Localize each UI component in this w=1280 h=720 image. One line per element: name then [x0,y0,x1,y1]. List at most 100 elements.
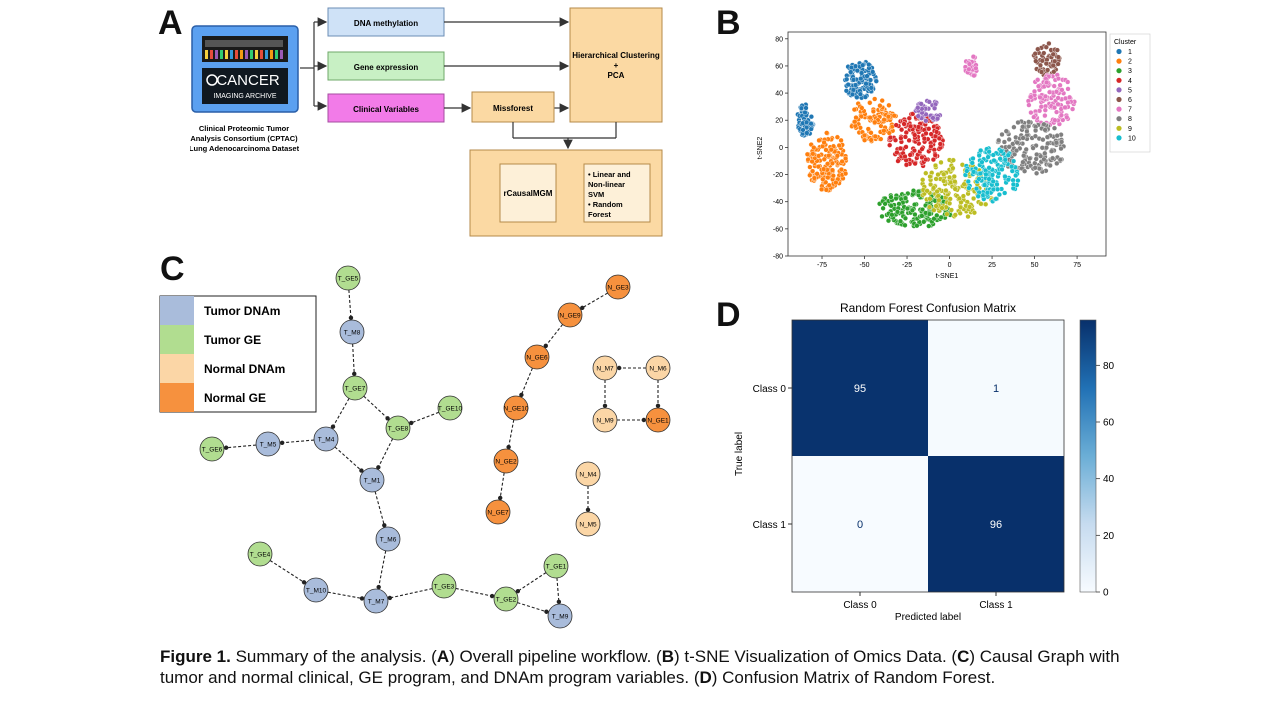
confusion-cell [792,320,928,456]
graph-node-label: T_M10 [306,588,327,595]
tsne-point [919,207,926,213]
legend-marker [1116,77,1122,83]
tsne-point [1002,190,1008,196]
tsne-point [901,121,907,127]
graph-node-label: T_M4 [318,437,335,444]
confusion-matrix-y-label: True label [734,432,745,476]
legend-marker [1116,135,1122,141]
tsne-point [966,66,972,72]
graph-node-label: N_GE3 [607,285,629,292]
classifier-box [583,163,651,223]
tsne-point [931,216,937,222]
legend-label: 3 [1128,68,1132,75]
tsne-point [912,161,918,167]
legend-label: 4 [1128,78,1132,85]
tsne-point [810,151,816,157]
dna-methylation-label: DNA methylation [354,19,418,28]
tsne-point [982,182,988,188]
tsne-point [957,210,963,216]
rcausalmgm-box [499,163,557,223]
graph-edge [543,324,564,349]
tsne-point [1050,62,1056,69]
tsne-point [862,94,869,100]
tsne-point [952,212,958,218]
colorbar [1079,319,1097,593]
tsne-point [892,137,899,143]
tsne-point [960,193,967,199]
tsne-point [991,157,997,164]
tsne-point [870,108,877,115]
tsne-point [842,155,849,162]
causal-graph-legend: Tumor DNAm Tumor GE Normal DNAm Normal GE [159,295,317,413]
tsne-point [1055,54,1062,60]
graph-node-label: T_M8 [344,330,361,337]
logo-title: CANCER [216,72,280,89]
tsne-point [997,156,1003,162]
tsne-point [1035,83,1042,89]
tsne-point [868,137,874,143]
tsne-y-tick-label: -60 [773,226,783,233]
tsne-point [937,141,943,147]
tsne-point [834,153,841,159]
classifier-line-5: Forest [588,210,611,219]
tsne-point [912,202,918,208]
tsne-point [978,201,984,207]
tsne-point [1054,47,1060,53]
tsne-point [826,152,832,159]
tsne-point [1026,119,1032,125]
tsne-point [838,166,845,173]
tsne-point [816,137,822,144]
tsne-point [1067,94,1073,100]
legend-marker [1116,87,1122,93]
clinical-variables-box [327,93,445,123]
graph-node-label: T_M6 [380,537,397,544]
tsne-point [877,103,883,109]
graph-edge [580,292,608,311]
tsne-point [1042,112,1048,119]
tsne-point [885,218,892,224]
tsne-point [807,172,813,178]
graph-node-label: N_M5 [579,522,597,529]
tsne-point [927,174,933,180]
tsne-point [823,147,829,153]
tsne-point [1032,165,1038,171]
tsne-point [830,173,836,179]
tsne-point [895,158,901,164]
tsne-point [928,181,934,188]
graph-edge [363,395,390,421]
tsne-point [932,152,938,158]
legend-swatch [160,296,194,325]
graph-node-label: N_M9 [596,418,614,425]
tsne-point [1028,109,1034,116]
graph-node-label: T_M1 [364,478,381,485]
tsne-point [1051,104,1058,111]
pca-label: PCA [608,71,625,80]
tsne-point [906,115,912,121]
tsne-point [921,219,927,225]
caption-fragment: A [436,647,450,666]
graph-node-label: N_GE9 [559,313,581,320]
tsne-point [894,209,901,215]
tsne-point [938,159,944,166]
tsne-point [1013,172,1019,179]
tsne-point [809,158,815,165]
tsne-point [887,134,894,141]
tsne-point [872,133,878,140]
tsne-point [915,124,922,130]
tsne-point [896,201,902,207]
tsne-point [836,142,842,149]
tsne-point [921,136,928,142]
colorbar-ticks: 0 20 40 60 80 [1096,361,1115,599]
tsne-point [902,215,909,221]
tsne-point [970,54,977,60]
tsne-point [967,204,973,210]
graph-edge [269,560,307,585]
tsne-scatter-plot: -75 -50 -25 0 25 50 75 80 60 40 20 0 -20 -40 -60 -80 t-… [752,28,1172,284]
tsne-point [1011,158,1017,164]
graph-node: T_M8 [339,319,365,345]
tsne-point [947,200,953,207]
clustering-label: Hierarchical Clustering [572,51,660,60]
tsne-point [1055,61,1061,67]
tsne-point [867,100,873,106]
graph-node: N_M5 [575,511,601,537]
